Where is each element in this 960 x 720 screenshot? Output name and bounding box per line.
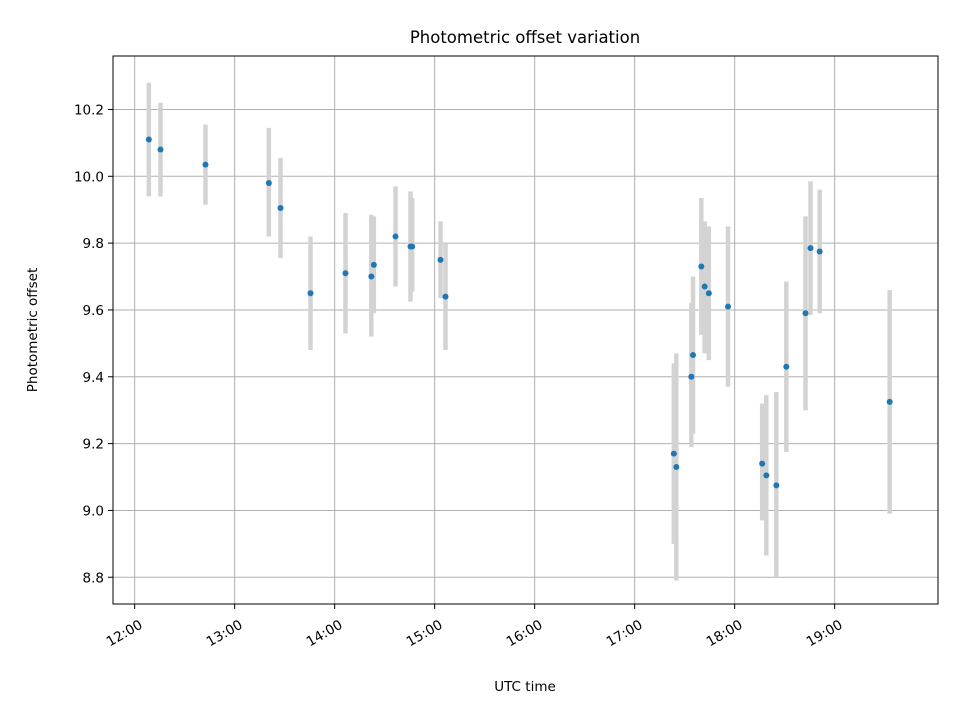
y-tick-label-2: 9.2: [83, 437, 104, 453]
data-point-5: [307, 290, 314, 297]
data-point-19: [701, 283, 708, 290]
y-tick-label-0: 8.8: [83, 570, 104, 586]
data-point-21: [725, 303, 731, 310]
data-point-0: [145, 136, 152, 143]
data-point-29: [886, 398, 893, 405]
data-point-2: [202, 161, 209, 168]
plot-frame: [112, 55, 939, 605]
data-point-16: [688, 373, 695, 380]
data-point-14: [670, 450, 677, 457]
y-tick-label-7: 10.2: [74, 102, 104, 118]
data-point-27: [807, 245, 814, 252]
data-point-3: [265, 179, 272, 186]
y-tick-label-4: 9.6: [83, 303, 104, 319]
data-point-1: [157, 146, 164, 153]
y-axis-label: Photometric offset: [25, 268, 41, 392]
chart-title: Photometric offset variation: [410, 28, 640, 47]
data-point-24: [773, 482, 780, 489]
data-point-26: [802, 310, 809, 317]
data-point-4: [277, 205, 284, 212]
grid: [113, 56, 938, 604]
y-tick-label-1: 9.0: [83, 503, 104, 519]
data-point-7: [368, 273, 375, 280]
x-axis-label: UTC time: [494, 679, 556, 695]
y-tick-label-5: 9.8: [83, 236, 104, 252]
data-point-28: [816, 248, 823, 255]
data-point-12: [437, 256, 444, 263]
y-axis-ticks: 8.8 9.0 9.2 9.4 9.6 9.8 10.0 10.2: [74, 102, 113, 586]
data-point-22: [759, 460, 766, 467]
data-point-8: [370, 261, 377, 268]
y-tick-label-6: 10.0: [74, 169, 104, 185]
data-point-25: [783, 363, 790, 370]
data-points: [145, 136, 893, 489]
y-tick-label-3: 9.4: [83, 370, 104, 386]
data-point-15: [673, 464, 680, 470]
data-point-17: [690, 352, 696, 359]
data-point-13: [442, 293, 449, 300]
data-point-6: [342, 270, 349, 277]
data-point-23: [763, 472, 770, 479]
data-point-11: [409, 243, 416, 250]
data-point-9: [392, 233, 399, 240]
data-point-18: [698, 263, 705, 270]
data-point-20: [705, 290, 712, 297]
